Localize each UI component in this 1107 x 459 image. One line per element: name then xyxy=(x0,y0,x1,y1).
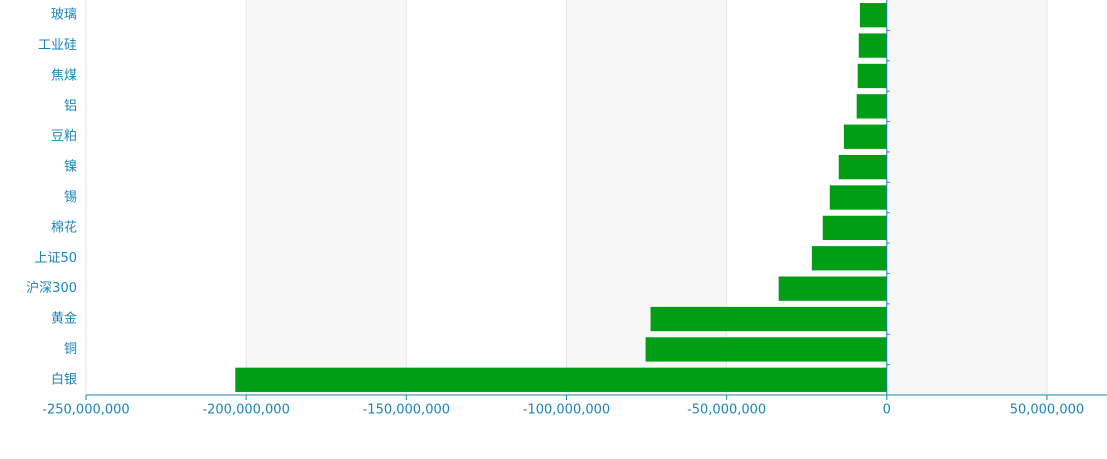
x-tick-label: -50,000,000 xyxy=(687,403,766,418)
bar xyxy=(811,246,887,271)
bar xyxy=(859,3,887,28)
grid-band xyxy=(246,0,407,395)
y-tick-label: 黄金 xyxy=(51,311,77,327)
y-tick-label: 棉花 xyxy=(51,219,77,235)
grid-band xyxy=(886,0,1047,395)
x-tick-label: 0 xyxy=(883,403,891,418)
grid-band xyxy=(566,0,727,395)
bar xyxy=(822,215,887,241)
y-tick-label: 豆粕 xyxy=(51,129,77,144)
bar xyxy=(778,276,887,301)
bar xyxy=(857,63,887,89)
bar xyxy=(650,306,887,332)
y-tick-label: 焦煤 xyxy=(51,68,77,83)
y-tick-label: 镍 xyxy=(64,160,77,175)
y-tick-label: 白银 xyxy=(51,371,77,387)
bar xyxy=(856,94,887,119)
bar xyxy=(858,33,887,58)
x-tick-label: -150,000,000 xyxy=(363,403,450,418)
y-tick-label: 锡 xyxy=(64,190,77,205)
bar xyxy=(838,154,887,180)
y-tick-label: 玻璃 xyxy=(51,8,77,23)
y-tick-label: 铜 xyxy=(64,342,77,357)
bar xyxy=(645,337,887,362)
bar xyxy=(843,124,887,149)
y-tick-label: 沪深300 xyxy=(26,280,77,296)
x-tick-label: -200,000,000 xyxy=(202,403,289,418)
bar xyxy=(235,367,887,392)
x-tick-label: 50,000,000 xyxy=(1010,403,1084,418)
x-tick-label: -250,000,000 xyxy=(42,403,129,418)
y-tick-label: 上证50 xyxy=(34,251,77,266)
x-tick-label: -100,000,000 xyxy=(523,403,610,418)
y-tick-label: 铝 xyxy=(64,99,77,114)
y-tick-label: 工业硅 xyxy=(38,38,77,53)
bar xyxy=(829,185,887,210)
